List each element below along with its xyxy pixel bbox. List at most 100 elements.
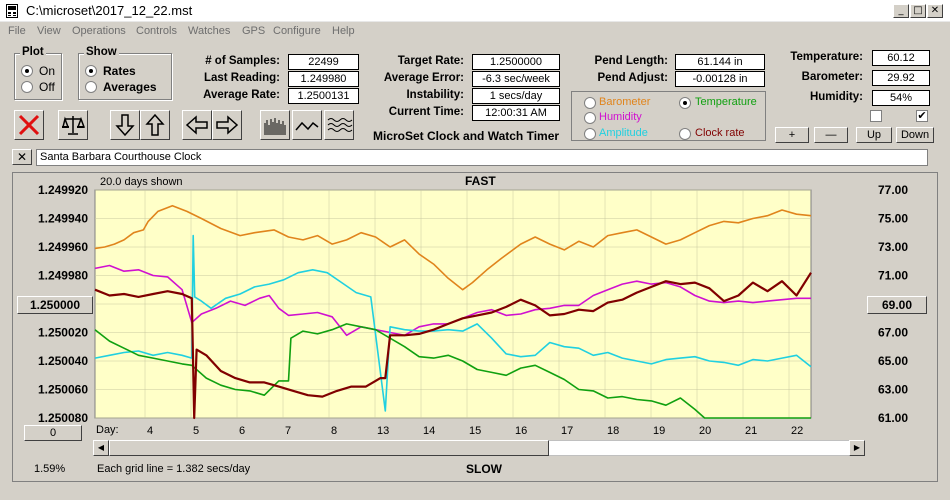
line-graph-icon [295, 121, 319, 131]
pend-length-value: 61.144 in [675, 54, 765, 70]
day-label: Day: [96, 424, 119, 436]
instability-value: 1 secs/day [472, 88, 560, 104]
up-button[interactable]: Up [856, 127, 892, 143]
left-axis: 1.249920 1.249940 1.249960 1.249980 1.250020… [38, 183, 88, 425]
arrow-left-icon [185, 115, 208, 135]
current-time-value: 12:00:31 AM [472, 105, 560, 121]
plot-group-title: Plot [20, 46, 46, 58]
humidity-value: 54% [872, 90, 930, 106]
humidity-option-label: Humidity [599, 111, 642, 123]
x-tick-label: 19 [653, 425, 665, 437]
menu-view[interactable]: View [37, 25, 61, 37]
menu-gps[interactable]: GPS [242, 25, 266, 37]
left-tick-label: 1.249920 [38, 183, 88, 197]
temperature-label: Temperature: [790, 51, 863, 63]
close-clock-button[interactable]: ✕ [12, 149, 32, 165]
barometer-option-label: Barometer [599, 96, 651, 108]
wave-icon [327, 118, 353, 132]
menu-watches[interactable]: Watches [188, 25, 231, 37]
show-group-title: Show [84, 46, 119, 58]
scroll-right-arrow[interactable]: ▶ [849, 440, 865, 456]
balance-button[interactable] [58, 110, 88, 140]
scrollbar-thumb[interactable] [109, 440, 549, 456]
app-caption: MicroSet Clock and Watch Timer [373, 129, 560, 143]
current-time-label: Current Time: [388, 106, 464, 118]
samples-value: 22499 [288, 54, 359, 70]
left-checkbox[interactable] [870, 110, 882, 122]
zero-button[interactable]: 0 [24, 425, 82, 441]
x-tick-label: 18 [607, 425, 619, 437]
histogram-icon [264, 118, 286, 135]
slow-label: SLOW [466, 462, 502, 476]
x-tick-label: 8 [331, 425, 337, 437]
plot-panel [12, 172, 938, 482]
humidity-label: Humidity: [809, 91, 863, 103]
plot-off-label: Off [39, 80, 55, 94]
x-tick-label: 17 [561, 425, 573, 437]
x-tick-label: 16 [515, 425, 527, 437]
histogram-button[interactable] [260, 110, 290, 140]
barometer-value: 29.92 [872, 70, 930, 86]
left-tick-label: 1.250040 [38, 354, 88, 368]
pend-adjust-value: -0.00128 in [675, 71, 765, 87]
chart-series [94, 204, 812, 420]
plot-on-radio[interactable] [21, 65, 33, 77]
menu-help[interactable]: Help [332, 25, 355, 37]
minimize-button[interactable]: _ [893, 4, 909, 18]
pend-length-label: Pend Length: [594, 55, 668, 67]
maximize-button[interactable]: □ [910, 4, 926, 18]
down-button[interactable]: Down [896, 127, 934, 143]
show-averages-radio[interactable] [85, 81, 97, 93]
plot-off-radio[interactable] [21, 81, 33, 93]
clock-name-field[interactable]: Santa Barbara Courthouse Clock [36, 149, 928, 166]
right-tick-label: 63.00 [878, 383, 908, 397]
menu-file[interactable]: File [8, 25, 26, 37]
left-tick-label: 1.250020 [38, 326, 88, 340]
shift-up-button[interactable] [140, 110, 170, 140]
wave-button[interactable] [324, 110, 354, 140]
right-checkbox[interactable]: ✔ [916, 110, 928, 122]
menu-bar: File View Operations Controls Watches GP… [0, 22, 950, 42]
temperature-option-label: Temperature [695, 96, 757, 108]
right-tick-label: 75.00 [878, 212, 908, 226]
show-group [78, 53, 172, 100]
left-axis-button[interactable]: 1.250000 [17, 296, 93, 314]
amplitude-radio[interactable] [584, 128, 596, 140]
stop-button[interactable] [14, 110, 44, 140]
menu-controls[interactable]: Controls [136, 25, 177, 37]
close-window-button[interactable]: ✕ [927, 4, 943, 18]
left-tick-label: 1.250060 [38, 383, 88, 397]
last-reading-label: Last Reading: [203, 72, 280, 84]
title-bar: C:\microset\2017_12_22.mst _ □ ✕ [0, 0, 950, 22]
menu-operations[interactable]: Operations [72, 25, 126, 37]
scroll-left-button[interactable] [182, 110, 212, 140]
minus-button[interactable]: — [814, 127, 848, 143]
line-graph-button[interactable] [292, 110, 322, 140]
shift-down-button[interactable] [110, 110, 140, 140]
plus-button[interactable]: + [775, 127, 809, 143]
left-tick-label: 1.249980 [38, 269, 88, 283]
clock-rate-radio[interactable] [679, 128, 691, 140]
instability-label: Instability: [406, 89, 464, 101]
x-tick-label: 7 [285, 425, 291, 437]
right-axis-button[interactable]: 69.00 [867, 296, 927, 314]
menu-configure[interactable]: Configure [273, 25, 321, 37]
x-tick-label: 5 [193, 425, 199, 437]
temperature-radio[interactable] [679, 97, 691, 109]
humidity-radio[interactable] [584, 112, 596, 124]
right-tick-label: 73.00 [878, 240, 908, 254]
scroll-right-button[interactable] [212, 110, 242, 140]
series-line [94, 264, 811, 337]
series-line [94, 272, 812, 420]
series-line [94, 323, 811, 419]
show-rates-radio[interactable] [85, 65, 97, 77]
x-tick-label: 14 [423, 425, 435, 437]
fast-label: FAST [465, 174, 496, 188]
red-x-icon [18, 114, 40, 136]
scroll-left-arrow[interactable]: ◀ [93, 440, 109, 456]
x-tick-label: 22 [791, 425, 803, 437]
right-axis: 77.00 75.00 73.00 71.00 67.00 65.00 63.00 61.00 [878, 183, 908, 425]
arrow-up-icon [145, 113, 165, 136]
barometer-radio[interactable] [584, 97, 596, 109]
x-tick-label: 21 [745, 425, 757, 437]
